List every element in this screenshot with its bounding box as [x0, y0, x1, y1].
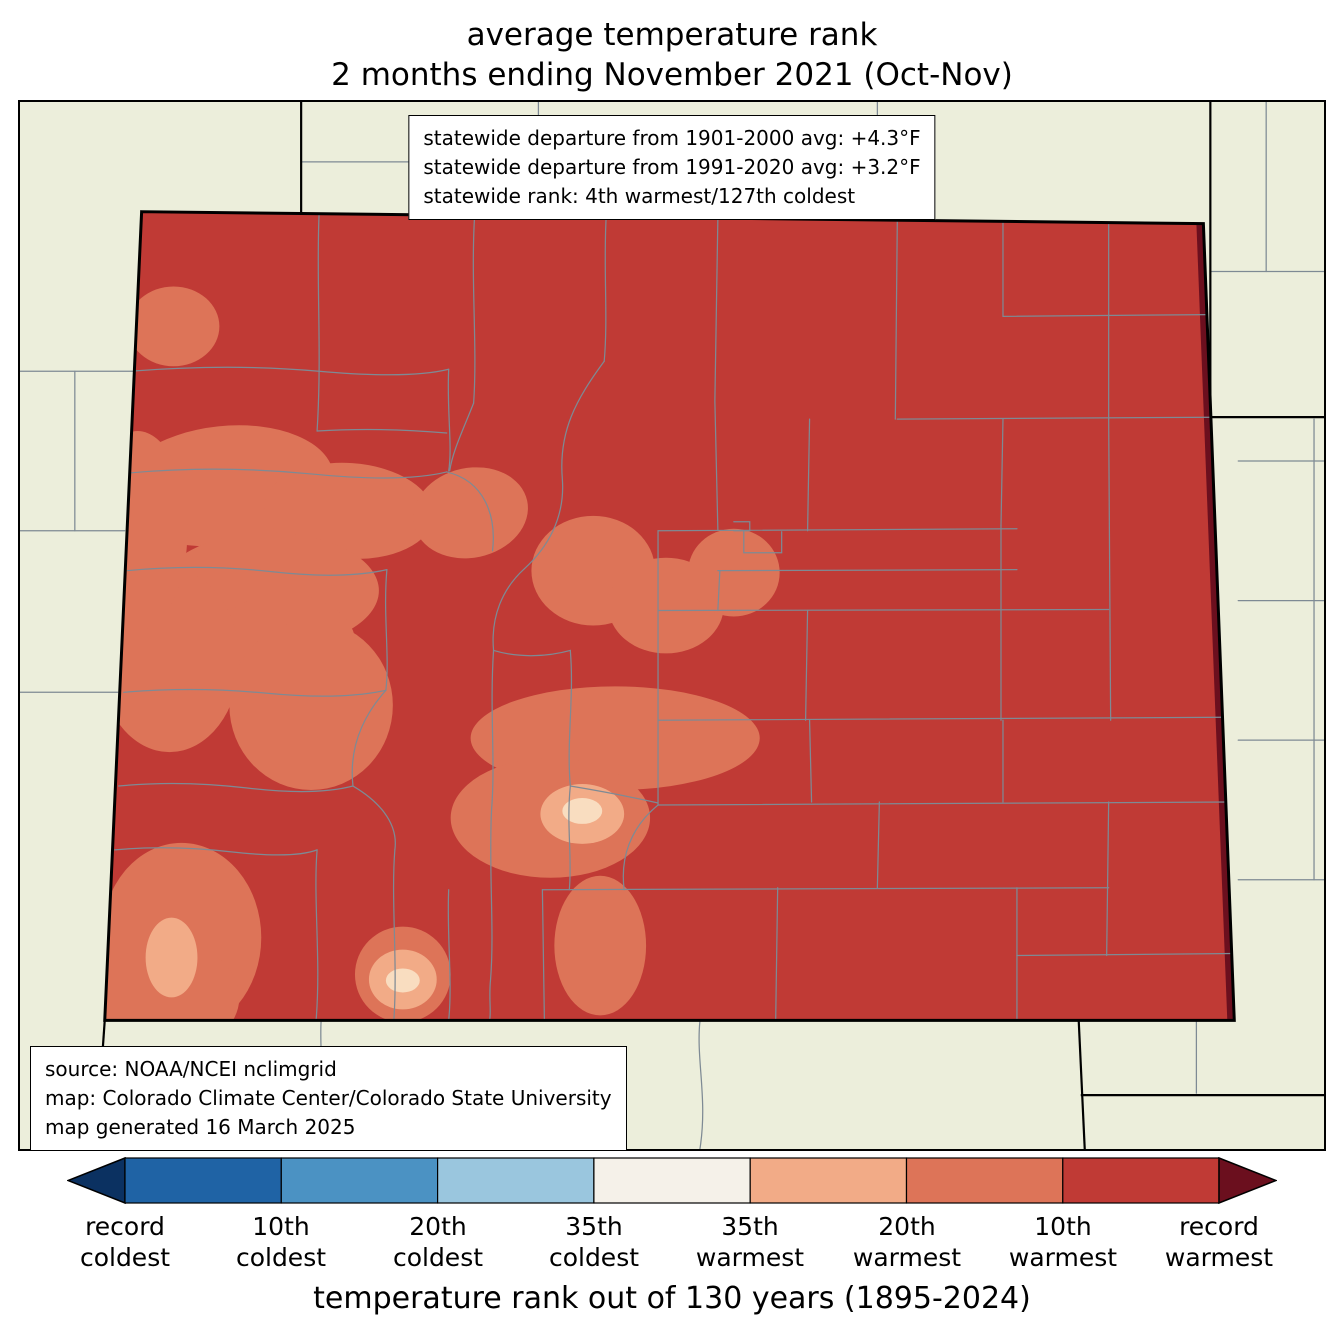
colorbar — [67, 1157, 1277, 1204]
colorbar-label-35th-warmest: 35th warmest — [695, 1212, 805, 1272]
colorbar-label-10th-coldest: 10th coldest — [235, 1212, 327, 1272]
stat-departure-1901-2000: statewide departure from 1901-2000 avg: … — [423, 126, 921, 150]
figure-title: average temperature rank 2 months ending… — [0, 16, 1344, 95]
colorbar-label-20th-coldest: 20th coldest — [392, 1212, 484, 1272]
statewide-stats-box: statewide departure from 1901-2000 avg: … — [408, 115, 936, 220]
colorbar-label-record-warmest: record warmest — [1164, 1212, 1274, 1272]
source-line: source: NOAA/NCEI nclimgrid — [45, 1057, 337, 1081]
colorbar-cap-record-warmest — [1218, 1157, 1277, 1204]
map-credit-line: map: Colorado Climate Center/Colorado St… — [45, 1086, 612, 1110]
colorbar-segment-4 — [593, 1157, 751, 1204]
colorbar-label-35th-coldest: 35th coldest — [548, 1212, 640, 1272]
colorbar-segment-2 — [280, 1157, 439, 1204]
record-warmest-sliver — [1196, 223, 1235, 1021]
colorbar-label-10th-warmest: 10th warmest — [1008, 1212, 1118, 1272]
source-box: source: NOAA/NCEI nclimgrid map: Colorad… — [30, 1046, 627, 1151]
neighbor-county-lines — [20, 102, 1324, 1149]
colorbar-segment-7 — [1062, 1157, 1220, 1204]
stat-departure-1991-2020: statewide departure from 1991-2020 avg: … — [423, 155, 921, 179]
colorbar-label-record-coldest: record coldest — [79, 1212, 171, 1272]
colorado-fill — [104, 211, 1235, 1021]
figure-title-line1: average temperature rank — [466, 17, 878, 53]
colorbar-segment-5 — [749, 1157, 908, 1204]
figure-title-line2: 2 months ending November 2021 (Oct-Nov) — [331, 56, 1013, 93]
map-panel — [18, 100, 1326, 1151]
20th-warmest-patches — [104, 286, 780, 1021]
colorbar-caption: temperature rank out of 130 years (1895-… — [313, 1281, 1031, 1316]
colorbar-segment-1 — [124, 1157, 282, 1204]
colorbar-segment-3 — [437, 1157, 595, 1204]
map-generated-line: map generated 16 March 2025 — [45, 1115, 356, 1139]
colorbar-label-20th-warmest: 20th warmest — [852, 1212, 962, 1272]
stat-statewide-rank: statewide rank: 4th warmest/127th coldes… — [423, 184, 856, 208]
colorado-map — [20, 102, 1324, 1149]
colorbar-segment-6 — [905, 1157, 1064, 1204]
colorado-county-lines — [114, 213, 1235, 1021]
colorbar-cap-record-coldest — [67, 1157, 126, 1204]
